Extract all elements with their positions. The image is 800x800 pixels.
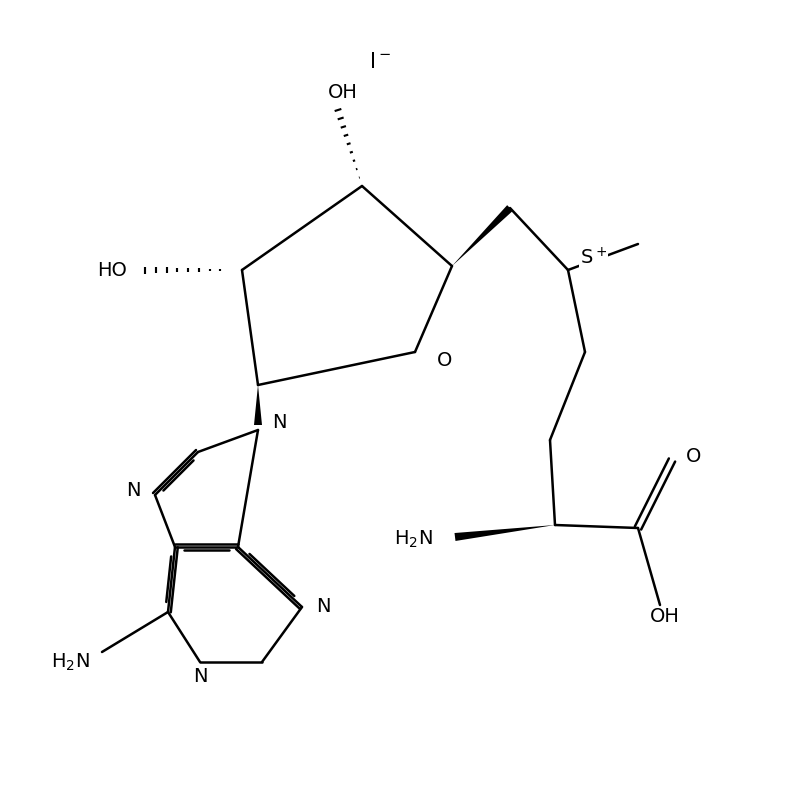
Text: O: O xyxy=(437,350,452,370)
Text: HO: HO xyxy=(97,261,127,279)
Polygon shape xyxy=(254,385,262,425)
Polygon shape xyxy=(454,525,555,541)
Text: I$^-$: I$^-$ xyxy=(369,52,391,72)
Text: OH: OH xyxy=(328,82,358,102)
Text: N: N xyxy=(272,413,286,431)
Text: S$^+$: S$^+$ xyxy=(580,247,607,269)
Text: H$_2$N: H$_2$N xyxy=(394,528,433,550)
Polygon shape xyxy=(452,205,513,266)
Text: OH: OH xyxy=(650,607,680,626)
Text: H$_2$N: H$_2$N xyxy=(51,651,90,673)
Text: N: N xyxy=(316,598,330,617)
Text: N: N xyxy=(193,666,207,686)
Text: N: N xyxy=(126,481,141,499)
Text: O: O xyxy=(686,446,702,466)
